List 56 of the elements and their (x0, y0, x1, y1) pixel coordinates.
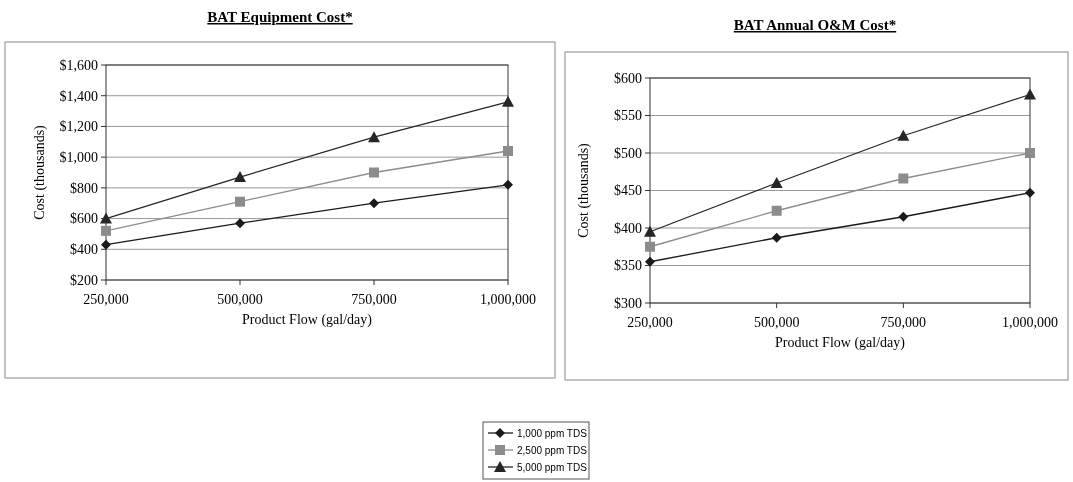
y-tick-label: $600 (70, 211, 98, 227)
point (771, 205, 782, 216)
point (234, 171, 246, 183)
x-tick-label: 250,000 (83, 292, 129, 307)
point (645, 241, 655, 252)
point (235, 196, 245, 207)
point (502, 95, 514, 107)
y-tick-label: $600 (614, 70, 642, 86)
point (898, 173, 909, 184)
point (645, 256, 655, 267)
point (770, 177, 783, 188)
y-tick-label: $450 (614, 183, 642, 199)
point (897, 129, 910, 141)
y-tick-label: $550 (614, 108, 642, 124)
x-tick-label: 750,000 (351, 292, 397, 307)
point (100, 212, 112, 224)
legend-label: 5,000 ppm TDS (517, 461, 588, 473)
y-tick-label: $400 (614, 220, 642, 236)
x-tick-label: 500,000 (753, 315, 800, 330)
point (644, 225, 656, 237)
chart-title: BAT Equipment Cost* (207, 9, 353, 25)
point (369, 198, 379, 209)
point (1024, 88, 1036, 100)
chart-title: BAT Annual O&M Cost* (733, 17, 897, 33)
x-tick-label: 250,000 (627, 315, 673, 330)
y-axis-title: Cost (thousands) (576, 142, 592, 238)
point (503, 146, 513, 156)
y-tick-label: $800 (70, 180, 98, 196)
legend-label: 2,500 ppm TDS (517, 444, 588, 456)
x-tick-label: 1,000,000 (1002, 315, 1058, 330)
legend-label: 1,000 ppm TDS (517, 427, 588, 439)
y-tick-label: $1,600 (59, 57, 98, 73)
point (771, 232, 782, 243)
y-tick-label: $1,400 (59, 88, 98, 104)
y-tick-label: $1,200 (59, 119, 98, 135)
point (235, 218, 245, 229)
x-tick-label: 750,000 (880, 315, 927, 330)
y-tick-label: $500 (614, 145, 642, 161)
point (101, 239, 111, 250)
point (1025, 187, 1035, 198)
point (368, 131, 380, 143)
y-axis-title: Cost (thousands) (32, 124, 48, 220)
point (898, 211, 909, 222)
y-tick-label: $350 (614, 258, 642, 274)
y-tick-label: $300 (614, 295, 642, 311)
y-tick-label: $200 (70, 272, 98, 288)
x-tick-label: 1,000,000 (480, 292, 536, 307)
x-tick-label: 500,000 (217, 292, 263, 307)
point (101, 225, 111, 236)
x-axis-title: Product Flow (gal/day) (242, 312, 373, 328)
point (369, 167, 379, 178)
x-axis-title: Product Flow (gal/day) (775, 335, 906, 351)
point (503, 179, 513, 190)
y-tick-label: $400 (70, 242, 98, 258)
y-tick-label: $1,000 (59, 150, 98, 166)
point (1025, 148, 1035, 158)
